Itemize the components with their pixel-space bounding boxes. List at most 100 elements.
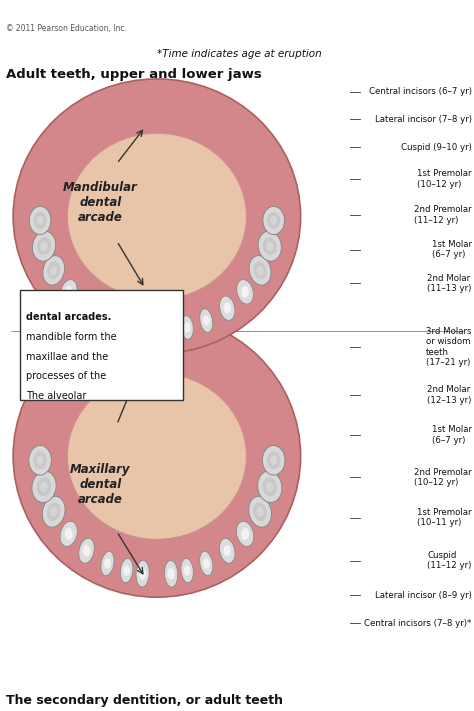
- Ellipse shape: [36, 477, 51, 496]
- Text: Adult teeth, upper and lower jaws: Adult teeth, upper and lower jaws: [6, 68, 262, 80]
- Text: 1st Premolar
(10–12 yr): 1st Premolar (10–12 yr): [417, 169, 472, 188]
- Ellipse shape: [256, 266, 264, 275]
- Ellipse shape: [120, 316, 133, 339]
- Ellipse shape: [64, 528, 73, 540]
- Ellipse shape: [263, 446, 285, 475]
- Ellipse shape: [203, 316, 210, 326]
- Ellipse shape: [167, 325, 175, 336]
- Text: Central incisors (6–7 yr): Central incisors (6–7 yr): [369, 87, 472, 96]
- Ellipse shape: [33, 451, 47, 469]
- Text: 3rd Molars
or wisdom
teeth
(17–21 yr): 3rd Molars or wisdom teeth (17–21 yr): [426, 327, 472, 367]
- Ellipse shape: [65, 286, 73, 298]
- Ellipse shape: [266, 241, 273, 251]
- Ellipse shape: [241, 528, 249, 540]
- Ellipse shape: [79, 296, 94, 321]
- Ellipse shape: [267, 451, 281, 469]
- Ellipse shape: [104, 558, 111, 569]
- Ellipse shape: [263, 237, 277, 255]
- Text: Lateral incisor (8–9 yr): Lateral incisor (8–9 yr): [375, 591, 472, 599]
- Ellipse shape: [29, 206, 51, 235]
- Ellipse shape: [223, 545, 231, 557]
- Ellipse shape: [104, 316, 111, 326]
- Ellipse shape: [40, 241, 48, 251]
- Ellipse shape: [253, 503, 267, 521]
- Text: Cuspid
(11–12 yr): Cuspid (11–12 yr): [427, 551, 472, 570]
- Text: maxillae and the: maxillae and the: [26, 351, 108, 362]
- Ellipse shape: [167, 568, 175, 579]
- Ellipse shape: [60, 279, 77, 304]
- Text: The secondary dentition, or adult teeth: The secondary dentition, or adult teeth: [6, 694, 283, 707]
- Text: © 2011 Pearson Education, Inc.: © 2011 Pearson Education, Inc.: [6, 24, 127, 33]
- Ellipse shape: [123, 565, 130, 576]
- Text: processes of the: processes of the: [26, 371, 106, 381]
- Ellipse shape: [32, 231, 55, 261]
- Ellipse shape: [34, 212, 46, 229]
- Ellipse shape: [37, 237, 51, 255]
- Text: 2nd Molar
(12–13 yr): 2nd Molar (12–13 yr): [427, 385, 472, 405]
- Text: mandible form the: mandible form the: [26, 332, 117, 342]
- Text: 1st Premolar
(10–11 yr): 1st Premolar (10–11 yr): [417, 508, 472, 527]
- Ellipse shape: [36, 216, 44, 225]
- Ellipse shape: [47, 503, 61, 521]
- FancyBboxPatch shape: [20, 291, 183, 400]
- Ellipse shape: [13, 79, 301, 354]
- Ellipse shape: [270, 216, 277, 225]
- Text: 2nd Molar
(11–13 yr): 2nd Molar (11–13 yr): [427, 274, 472, 293]
- Ellipse shape: [258, 231, 282, 261]
- Ellipse shape: [139, 325, 146, 336]
- Ellipse shape: [83, 545, 91, 557]
- Ellipse shape: [67, 133, 246, 299]
- Ellipse shape: [40, 482, 48, 492]
- Ellipse shape: [13, 315, 301, 597]
- Ellipse shape: [258, 471, 282, 503]
- Ellipse shape: [83, 303, 91, 314]
- Ellipse shape: [223, 303, 231, 314]
- Text: Mandibular
dental
arcade: Mandibular dental arcade: [63, 181, 138, 224]
- Ellipse shape: [136, 318, 149, 343]
- Ellipse shape: [263, 206, 284, 235]
- Ellipse shape: [249, 256, 271, 285]
- Ellipse shape: [36, 456, 44, 465]
- Ellipse shape: [164, 318, 178, 343]
- Ellipse shape: [50, 266, 57, 275]
- Ellipse shape: [200, 309, 213, 333]
- Ellipse shape: [237, 279, 254, 304]
- Text: Maxillary
dental
arcade: Maxillary dental arcade: [70, 463, 131, 506]
- Ellipse shape: [50, 507, 57, 517]
- Ellipse shape: [42, 496, 65, 528]
- Ellipse shape: [136, 560, 149, 587]
- Text: The alveolar: The alveolar: [26, 391, 86, 401]
- Ellipse shape: [184, 565, 191, 576]
- Ellipse shape: [32, 471, 56, 503]
- Ellipse shape: [123, 322, 130, 333]
- Text: 2nd Premolar
(10–12 yr): 2nd Premolar (10–12 yr): [414, 468, 472, 487]
- Text: dental arcades.: dental arcades.: [26, 312, 111, 322]
- Ellipse shape: [181, 558, 193, 583]
- Ellipse shape: [203, 558, 210, 569]
- Ellipse shape: [237, 521, 254, 547]
- Ellipse shape: [249, 496, 272, 528]
- Ellipse shape: [181, 316, 193, 339]
- Ellipse shape: [270, 456, 277, 465]
- Ellipse shape: [219, 538, 235, 563]
- Ellipse shape: [266, 482, 273, 492]
- Ellipse shape: [241, 286, 249, 298]
- Ellipse shape: [67, 373, 246, 540]
- Ellipse shape: [139, 568, 146, 579]
- Ellipse shape: [79, 538, 94, 563]
- Ellipse shape: [254, 262, 267, 279]
- Text: *Time indicates age at eruption: *Time indicates age at eruption: [157, 48, 322, 58]
- Ellipse shape: [47, 262, 60, 279]
- Text: Cuspid (9–10 yr): Cuspid (9–10 yr): [401, 143, 472, 152]
- Ellipse shape: [256, 507, 264, 517]
- Ellipse shape: [60, 521, 77, 547]
- Ellipse shape: [29, 446, 51, 475]
- Ellipse shape: [101, 552, 114, 576]
- Ellipse shape: [101, 309, 114, 333]
- Ellipse shape: [164, 560, 178, 587]
- Ellipse shape: [219, 296, 235, 321]
- Ellipse shape: [267, 212, 280, 229]
- Text: 2nd Premolar
(11–12 yr): 2nd Premolar (11–12 yr): [414, 205, 472, 225]
- Text: 1st Molar
(6–7 yr): 1st Molar (6–7 yr): [432, 240, 472, 260]
- Text: 1st Molar
(6–7 yr): 1st Molar (6–7 yr): [432, 425, 472, 444]
